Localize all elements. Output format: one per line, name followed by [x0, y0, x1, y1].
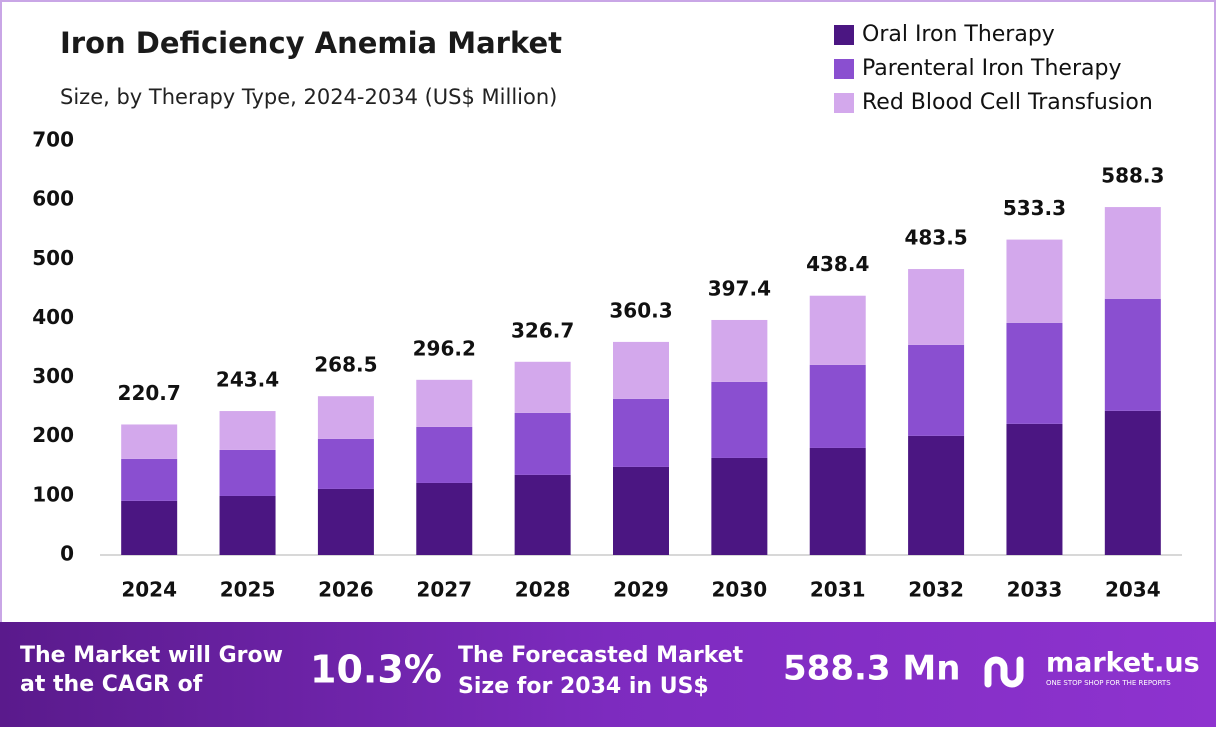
logo-mark [984, 656, 1024, 688]
bar-segment [809, 364, 866, 448]
bar-segment [809, 295, 866, 365]
bar-segment [219, 449, 276, 496]
bar-segment [908, 269, 965, 345]
total-label: 243.4 [216, 368, 279, 392]
chart-subtitle: Size, by Therapy Type, 2024-2034 (US$ Mi… [60, 85, 557, 109]
x-tick-label: 2024 [121, 578, 177, 602]
chart-title: Iron Deficiency Anemia Market [60, 26, 562, 60]
bar-segment [317, 396, 374, 439]
bar-segment [613, 341, 669, 399]
x-tick-label: 2028 [515, 578, 571, 602]
bar-segment [1104, 298, 1161, 411]
bar-segment [1104, 207, 1161, 299]
bar-segment [416, 482, 473, 555]
x-tick-label: 2026 [318, 578, 374, 602]
total-label: 588.3 [1101, 164, 1164, 188]
bar-segment [514, 412, 571, 475]
bar-segment [121, 424, 178, 459]
bar-segment [908, 344, 965, 436]
bar-segment [416, 426, 473, 483]
y-tick-label: 300 [32, 364, 74, 388]
brand-name: market.us [1046, 648, 1200, 679]
bar-segment [121, 500, 178, 555]
bar-segment [317, 488, 374, 555]
brand-logo [984, 656, 1024, 688]
forecast-label: Size for 2034 in US$ [458, 674, 709, 699]
total-label: 533.3 [1003, 196, 1066, 220]
x-tick-label: 2034 [1105, 578, 1161, 602]
y-tick-label: 600 [32, 187, 74, 211]
total-label: 438.4 [806, 252, 869, 276]
forecast-value: 588.3 Mn [783, 649, 960, 689]
y-tick-label: 500 [32, 246, 74, 270]
total-label: 220.7 [118, 381, 181, 405]
bar-segment [121, 458, 178, 501]
x-tick-label: 2031 [810, 578, 866, 602]
bar-segment [219, 495, 276, 555]
y-tick-label: 0 [60, 542, 74, 566]
bar-segment [514, 361, 571, 413]
x-tick-label: 2033 [1007, 578, 1063, 602]
total-label: 483.5 [904, 226, 967, 250]
forecast-label: The Forecasted Market [458, 643, 744, 668]
legend-label: Parenteral Iron Therapy [862, 56, 1121, 81]
bar-segment [1104, 410, 1161, 555]
x-tick-label: 2027 [416, 578, 472, 602]
bar-segment [1006, 423, 1063, 555]
x-tick-label: 2029 [613, 578, 669, 602]
cagr-value: 10.3% [310, 648, 442, 692]
bar-segment [809, 447, 866, 555]
y-tick-label: 400 [32, 305, 74, 329]
bar-segment [711, 381, 768, 458]
cagr-label: The Market will Grow [20, 643, 283, 668]
x-tick-label: 2030 [712, 578, 768, 602]
y-tick-label: 100 [32, 482, 74, 506]
legend-label: Red Blood Cell Transfusion [862, 90, 1153, 115]
total-label: 296.2 [413, 336, 476, 360]
bar-segment [416, 379, 473, 427]
footer-banner [0, 622, 1216, 727]
legend-swatch [834, 59, 854, 79]
cagr-label: at the CAGR of [20, 672, 203, 697]
y-tick-label: 700 [32, 128, 74, 152]
y-tick-label: 200 [32, 423, 74, 447]
x-tick-label: 2025 [220, 578, 276, 602]
total-label: 360.3 [609, 298, 672, 322]
legend-label: Oral Iron Therapy [862, 22, 1055, 47]
bar-segment [514, 474, 571, 555]
bar-segment [613, 466, 669, 555]
bar-segment [1006, 322, 1063, 424]
bar-segment [908, 435, 965, 555]
total-label: 268.5 [314, 353, 377, 377]
x-tick-label: 2032 [908, 578, 964, 602]
bar-segment [711, 319, 768, 382]
bar-segment [613, 398, 669, 467]
legend-swatch [834, 25, 854, 45]
total-label: 326.7 [511, 318, 574, 342]
bar-segment [317, 438, 374, 489]
legend-swatch [834, 93, 854, 113]
brand-tagline: ONE STOP SHOP FOR THE REPORTS [1046, 679, 1171, 687]
bar-segment [711, 457, 768, 555]
bar-segment [219, 411, 276, 450]
total-label: 397.4 [708, 276, 771, 300]
bar-segment [1006, 239, 1063, 323]
